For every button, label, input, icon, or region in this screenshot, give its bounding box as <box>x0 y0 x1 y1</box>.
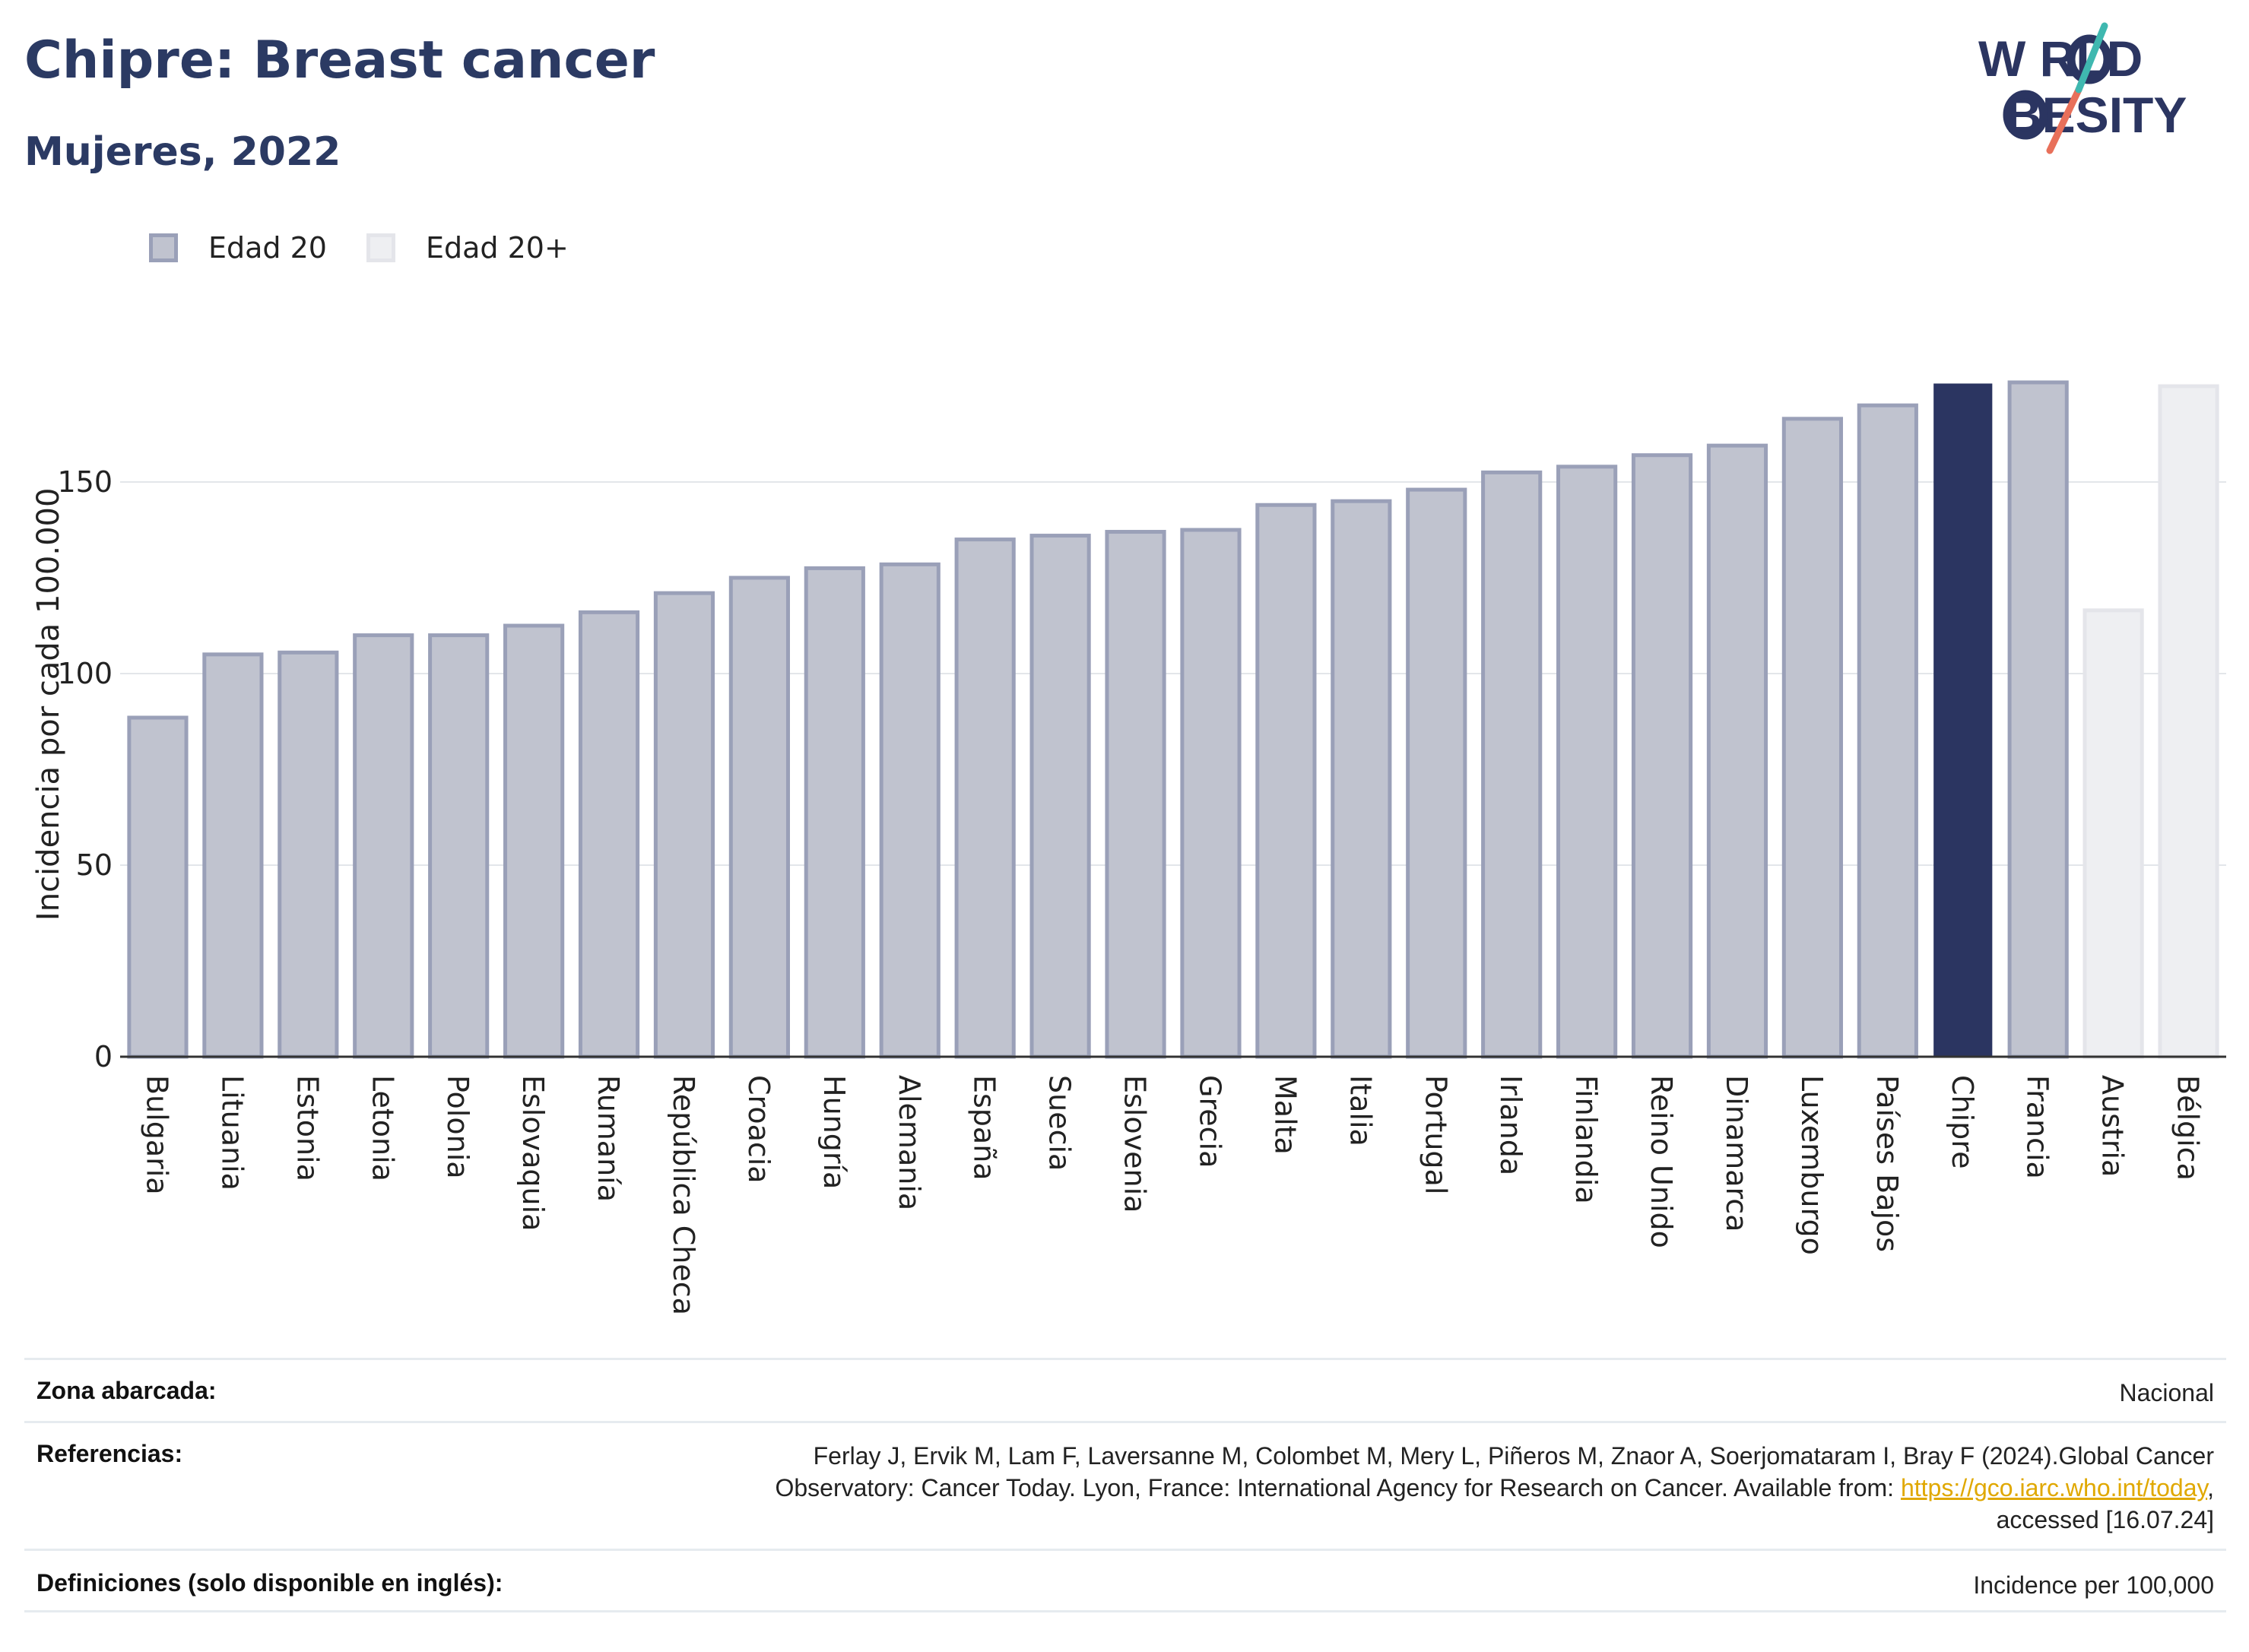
references-text: Ferlay J, Ervik M, Lam F, Laversanne M, … <box>775 1440 2226 1536</box>
bar-finlandia <box>1556 465 1618 1059</box>
bar-bélgica <box>2158 384 2219 1059</box>
x-tick-label: Dinamarca <box>1720 1075 1753 1232</box>
bar-polonia <box>428 633 490 1059</box>
y-tick-label: 50 <box>76 848 113 882</box>
bar-lituania <box>202 652 264 1059</box>
bar-italia <box>1331 499 1392 1059</box>
x-tick-label: España <box>968 1075 1001 1181</box>
bar-portugal <box>1406 487 1467 1059</box>
x-tick-label: Rumanía <box>592 1075 625 1202</box>
bar-estonia <box>278 650 339 1059</box>
page-title: Chipre: Breast cancer <box>24 30 655 90</box>
x-tick-label: Grecia <box>1193 1075 1226 1168</box>
chart-legend: Edad 20 Edad 20+ <box>149 227 608 269</box>
bar-chipre <box>1933 383 1993 1058</box>
legend-item-edad-20-plus[interactable]: Edad 20+ <box>366 231 569 265</box>
info-value: Incidence per 100,000 <box>1973 1571 2214 1599</box>
x-tick-label: Francia <box>2021 1075 2054 1179</box>
legend-swatch <box>149 233 178 262</box>
x-tick-label: Croacia <box>742 1075 776 1184</box>
legend-item-edad-20[interactable]: Edad 20 <box>149 231 327 265</box>
bar-países-bajos <box>1857 403 1918 1059</box>
bar-eslovenia <box>1105 530 1166 1059</box>
reference-comma: , <box>2207 1474 2214 1501</box>
bar-luxemburgo <box>1781 417 1843 1059</box>
x-tick-label: Países Bajos <box>1870 1075 1904 1252</box>
x-tick-label: Bélgica <box>2171 1075 2205 1181</box>
x-tick-label: Irlanda <box>1494 1075 1527 1175</box>
bar-suecia <box>1029 534 1091 1059</box>
x-tick-label: Portugal <box>1419 1075 1452 1194</box>
x-tick-label: Eslovaquia <box>516 1075 550 1231</box>
x-tick-label: Suecia <box>1043 1075 1077 1171</box>
bar-malta <box>1255 503 1317 1059</box>
bar-austria <box>2082 608 2144 1059</box>
x-tick-label: Estonia <box>290 1075 324 1181</box>
reference-line: Ferlay J, Ervik M, Lam F, Laversanne M, … <box>813 1442 2214 1470</box>
page-subtitle: Mujeres, 2022 <box>24 129 341 175</box>
info-row-definiciones: Definiciones (solo disponible en inglés)… <box>24 1549 2226 1612</box>
y-axis-title: Incidencia por cada 100.000 <box>31 488 66 921</box>
bar-hungría <box>804 566 865 1059</box>
svg-text:W RLD: W RLD <box>1978 30 2143 87</box>
info-label: Zona abarcada: <box>36 1377 217 1404</box>
legend-label: Edad 20 <box>208 231 327 265</box>
y-tick-label: 0 <box>94 1040 113 1073</box>
bar-rumanía <box>578 610 640 1059</box>
bar-dinamarca <box>1706 443 1768 1059</box>
bar-república-checa <box>653 591 715 1059</box>
bar-bulgaria <box>127 715 189 1059</box>
info-row-referencias: Referencias: Ferlay J, Ervik M, Lam F, L… <box>24 1421 2226 1549</box>
x-tick-label: Chipre <box>1946 1075 1979 1168</box>
bar-eslovaquia <box>503 623 565 1059</box>
x-tick-label: Luxemburgo <box>1795 1075 1829 1255</box>
x-tick-label: Italia <box>1343 1075 1377 1146</box>
x-tick-label: Letonia <box>366 1075 399 1181</box>
bar-letonia <box>353 633 414 1059</box>
x-tick-label: Reino Unido <box>1645 1075 1678 1248</box>
info-value: Nacional <box>2119 1379 2214 1406</box>
legend-label: Edad 20+ <box>425 231 569 265</box>
y-tick-label: 150 <box>57 465 113 499</box>
x-tick-label: Polonia <box>441 1075 474 1179</box>
bar-croacia <box>728 576 790 1059</box>
info-label: Definiciones (solo disponible en inglés)… <box>36 1569 503 1597</box>
info-label: Referencias: <box>36 1440 183 1467</box>
reference-link[interactable]: https://gco.iarc.who.int/today <box>1900 1474 2208 1501</box>
x-tick-label: Finlandia <box>1569 1075 1603 1204</box>
x-tick-label: Alemania <box>893 1075 926 1210</box>
x-tick-label: Hungría <box>817 1075 851 1189</box>
x-tick-label: Eslovenia <box>1118 1075 1152 1213</box>
y-tick-label: 100 <box>57 657 113 690</box>
bar-irlanda <box>1481 470 1543 1059</box>
x-tick-label: Malta <box>1268 1075 1302 1155</box>
legend-swatch <box>366 233 395 262</box>
info-table: Zona abarcada: Nacional Referencias: Fer… <box>24 1358 2226 1612</box>
bar-reino-unido <box>1631 453 1693 1059</box>
info-row-zona: Zona abarcada: Nacional <box>24 1358 2226 1421</box>
bar-alemania <box>879 562 941 1059</box>
reference-line: accessed [16.07.24] <box>1996 1506 2214 1533</box>
world-obesity-logo: W RLD BESITY <box>1978 22 2187 154</box>
reference-line-text: Observatory: Cancer Today. Lyon, France:… <box>775 1474 1901 1501</box>
bar-francia <box>2007 380 2069 1059</box>
bar-grecia <box>1180 528 1242 1059</box>
x-tick-label: República Checa <box>667 1075 700 1315</box>
x-tick-label: Lituania <box>215 1075 249 1191</box>
x-tick-label: Bulgaria <box>140 1075 173 1195</box>
reference-line: Observatory: Cancer Today. Lyon, France:… <box>775 1472 2214 1504</box>
bar-españa <box>954 537 1016 1059</box>
x-tick-label: Austria <box>2096 1075 2130 1177</box>
